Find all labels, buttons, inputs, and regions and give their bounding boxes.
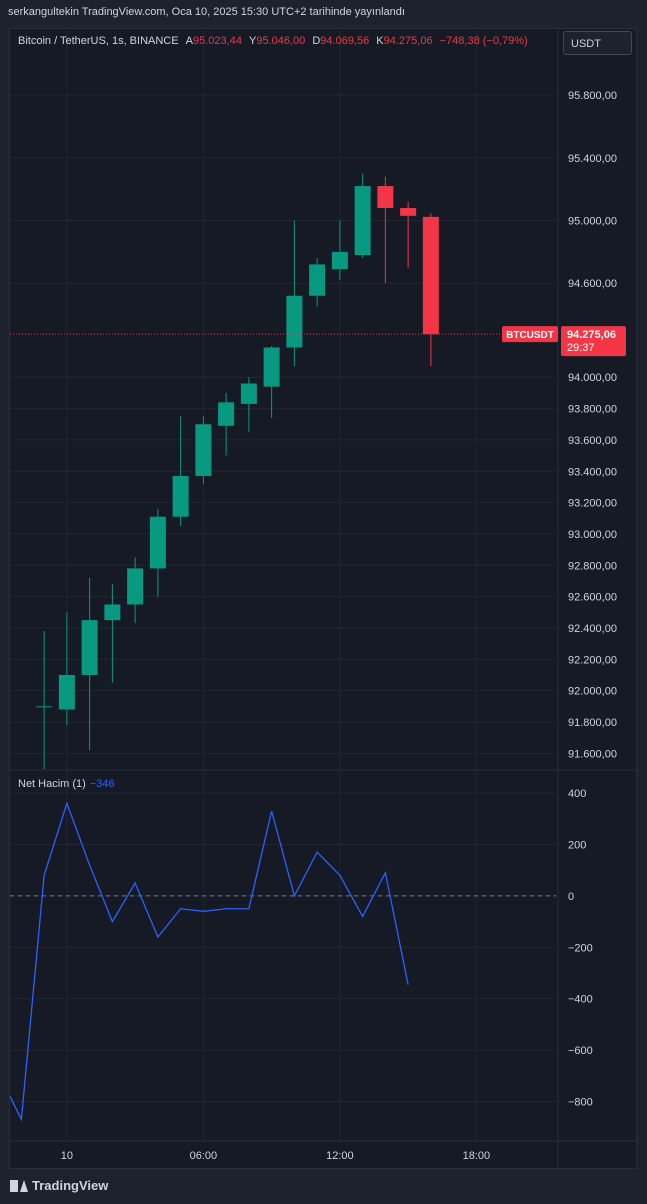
candle-body	[58, 674, 75, 710]
indicator-name: Net Hacim (1)	[18, 778, 86, 790]
price-tick-label: 95.400,00	[568, 153, 617, 165]
symbol-legend: Bitcoin / TetherUS, 1s, BINANCE A95.023,…	[18, 35, 528, 47]
brand-name: TradingView	[32, 1178, 109, 1193]
price-tick-label: 92.400,00	[568, 623, 617, 635]
high-label: Y	[249, 35, 257, 47]
price-tick-label: 95.000,00	[568, 216, 617, 228]
price-tick-label: 94.000,00	[568, 372, 617, 384]
indicator-tick-label: −800	[568, 1096, 593, 1108]
price-tick-label: 93.000,00	[568, 529, 617, 541]
price-tick-label: 91.800,00	[568, 717, 617, 729]
tradingview-logo-icon	[10, 1179, 28, 1192]
close-value: 94.275,06	[383, 35, 433, 47]
candle-body	[81, 620, 98, 675]
price-tick-label: 92.200,00	[568, 654, 617, 666]
indicator-tick-label: −600	[568, 1045, 593, 1057]
candle-body	[263, 347, 280, 387]
price-tick-label: 92.600,00	[568, 592, 617, 604]
price-tick-label: 92.000,00	[568, 686, 617, 698]
price-tick-label: 93.600,00	[568, 435, 617, 447]
indicator-legend[interactable]: Net Hacim (1) −346	[18, 778, 115, 790]
candle-body	[286, 295, 303, 348]
indicator-tick-label: 200	[568, 840, 586, 852]
price-tag-countdown: 29:37	[567, 342, 595, 354]
price-tick-label: 94.600,00	[568, 278, 617, 290]
price-axis: 91.600,00 91.800,00 92.000,00 92.200,00 92.4…	[568, 90, 617, 760]
price-tick-label: 95.800,00	[568, 90, 617, 102]
candle-body	[36, 706, 53, 708]
footer-brand[interactable]: TradingView	[10, 1178, 108, 1193]
price-tick-label: 93.400,00	[568, 466, 617, 478]
currency-button[interactable]: USDT	[563, 31, 632, 55]
symbol-tag: BTCUSDT	[506, 330, 554, 341]
grid	[10, 29, 636, 1168]
candle-body	[240, 383, 257, 404]
chart-frame	[9, 28, 637, 1169]
candle-body	[127, 568, 144, 605]
open-label: A	[185, 35, 193, 47]
time-tick-label: 10	[61, 1150, 73, 1162]
indicator-tick-label: −400	[568, 994, 593, 1006]
publish-line: serkangultekin TradingView.com, Oca 10, …	[8, 6, 405, 18]
candle-body	[309, 264, 326, 296]
indicator-tick-label: 0	[568, 891, 574, 903]
indicator-tick-label: 400	[568, 788, 586, 800]
price-tick-label: 91.600,00	[568, 748, 617, 760]
candle-body	[422, 216, 439, 335]
high-value: 95.046,00	[256, 35, 306, 47]
time-tick-label: 12:00	[326, 1150, 354, 1162]
candle-body	[354, 186, 371, 256]
candle-body	[377, 186, 394, 209]
change-value: −748,38 (−0,79%)	[439, 35, 528, 47]
net-volume-line	[9, 801, 409, 1122]
candle-body	[104, 604, 121, 621]
indicator-pane: 400 200 0 −200 −400 −600 −800	[9, 788, 593, 1122]
symbol-tag-bg	[502, 326, 558, 343]
close-label: K	[376, 35, 384, 47]
price-tick-label: 93.800,00	[568, 404, 617, 416]
indicator-value: −346	[89, 778, 115, 790]
low-label: D	[312, 35, 321, 47]
price-tick-label: 93.200,00	[568, 498, 617, 510]
open-value: 95.023,44	[193, 35, 242, 47]
candle-body	[400, 208, 417, 216]
candle-body	[195, 424, 212, 476]
candle-body	[331, 251, 348, 270]
symbol-name[interactable]: Bitcoin / TetherUS, 1s, BINANCE	[18, 35, 179, 47]
time-tick-label: 06:00	[190, 1150, 218, 1162]
price-tag-value: 94.275,06	[567, 329, 616, 341]
low-value: 94.069,56	[320, 35, 370, 47]
time-tick-label: 18:00	[463, 1150, 491, 1162]
candle-body	[149, 516, 166, 569]
price-tag-bg	[561, 326, 626, 357]
price-tick-label: 92.800,00	[568, 560, 617, 572]
candle-body	[218, 402, 235, 426]
indicator-tick-label: −200	[568, 942, 593, 954]
time-axis: 10 06:00 12:00 18:00	[61, 1150, 490, 1162]
candle-body	[172, 475, 189, 517]
